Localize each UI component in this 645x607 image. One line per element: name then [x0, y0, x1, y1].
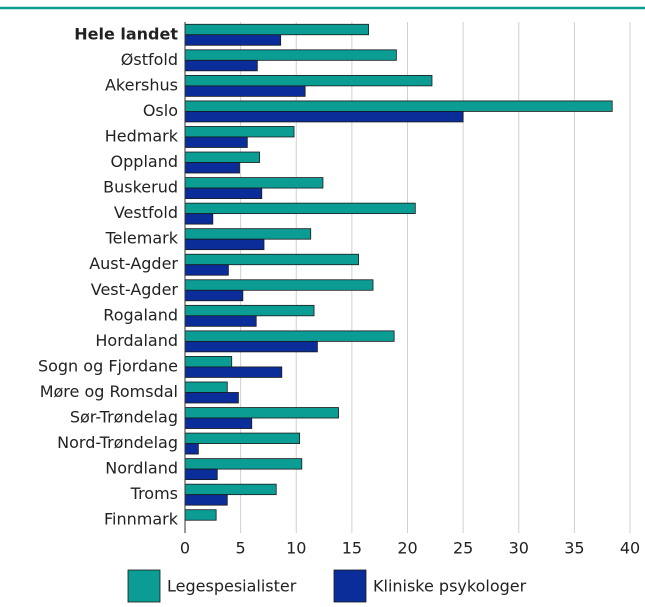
bar	[184, 162, 240, 174]
y-tick-label: Rogaland	[103, 305, 178, 324]
bar	[184, 494, 228, 506]
y-tick-label: Hordaland	[95, 331, 178, 350]
bar	[184, 340, 318, 353]
y-tick-label: Østfold	[121, 50, 178, 69]
y-tick-label: Troms	[130, 484, 178, 503]
legend-label: Legespesialister	[167, 577, 297, 596]
bar	[184, 330, 395, 342]
bar	[184, 443, 199, 455]
bar	[184, 407, 339, 419]
y-tick-label: Nord-Trøndelag	[57, 433, 178, 452]
bar	[184, 279, 374, 291]
bar	[184, 366, 283, 378]
y-tick-label: Telemark	[105, 229, 179, 248]
bar	[184, 100, 613, 112]
legend-swatch	[333, 569, 367, 603]
bar	[184, 458, 303, 470]
bar	[184, 228, 312, 240]
bar	[184, 468, 218, 481]
x-tick-label: 25	[453, 539, 473, 558]
bar	[184, 264, 229, 276]
bar	[184, 177, 324, 189]
x-tick-label: 20	[397, 539, 417, 558]
y-tick-label: Akershus	[105, 75, 178, 94]
y-tick-label: Nordland	[105, 459, 178, 478]
y-tick-label: Sør-Trøndelag	[70, 408, 178, 427]
y-tick-label: Hedmark	[105, 126, 179, 145]
y-tick-label: Oslo	[143, 101, 178, 120]
bar	[184, 392, 239, 404]
bar	[184, 85, 306, 97]
bar	[184, 509, 217, 521]
y-tick-label: Vestfold	[114, 203, 178, 222]
x-tick-label: 15	[342, 539, 362, 558]
x-tick-label: 30	[509, 539, 529, 558]
legend-label: Kliniske psykologer	[373, 577, 527, 596]
y-tick-label: Oppland	[111, 152, 178, 171]
bar	[184, 111, 464, 123]
bar	[184, 238, 265, 251]
bar	[184, 59, 258, 72]
bar	[184, 136, 248, 148]
x-tick-label: 40	[620, 539, 640, 558]
y-tick-label: Buskerud	[103, 178, 178, 197]
y-tick-label: Vest-Agder	[91, 280, 179, 299]
bar	[184, 126, 295, 138]
bar	[184, 151, 260, 163]
x-tick-label: 35	[564, 539, 584, 558]
y-tick-label: Finnmark	[104, 510, 179, 529]
x-tick-label: 10	[286, 539, 306, 558]
bar	[184, 49, 397, 61]
legend-swatch	[127, 569, 161, 603]
bar	[184, 34, 282, 46]
y-tick-label: Hele landet	[74, 24, 178, 43]
x-tick-label: 5	[236, 539, 246, 558]
bar	[184, 356, 233, 368]
bar	[184, 432, 300, 444]
bar	[184, 483, 277, 496]
y-tick-label: Møre og Romsdal	[40, 382, 178, 401]
bar	[184, 23, 369, 36]
bar	[184, 417, 253, 429]
bar	[184, 381, 228, 393]
bar	[184, 304, 315, 317]
bar	[184, 253, 359, 266]
y-tick-label: Aust-Agder	[89, 254, 178, 273]
x-tick-label: 0	[180, 539, 190, 558]
bar	[184, 202, 416, 215]
bar	[184, 187, 263, 199]
bar	[184, 213, 214, 225]
y-tick-label: Sogn og Fjordane	[38, 356, 178, 375]
bar	[184, 289, 244, 302]
bar	[184, 315, 257, 327]
bar	[184, 74, 433, 87]
